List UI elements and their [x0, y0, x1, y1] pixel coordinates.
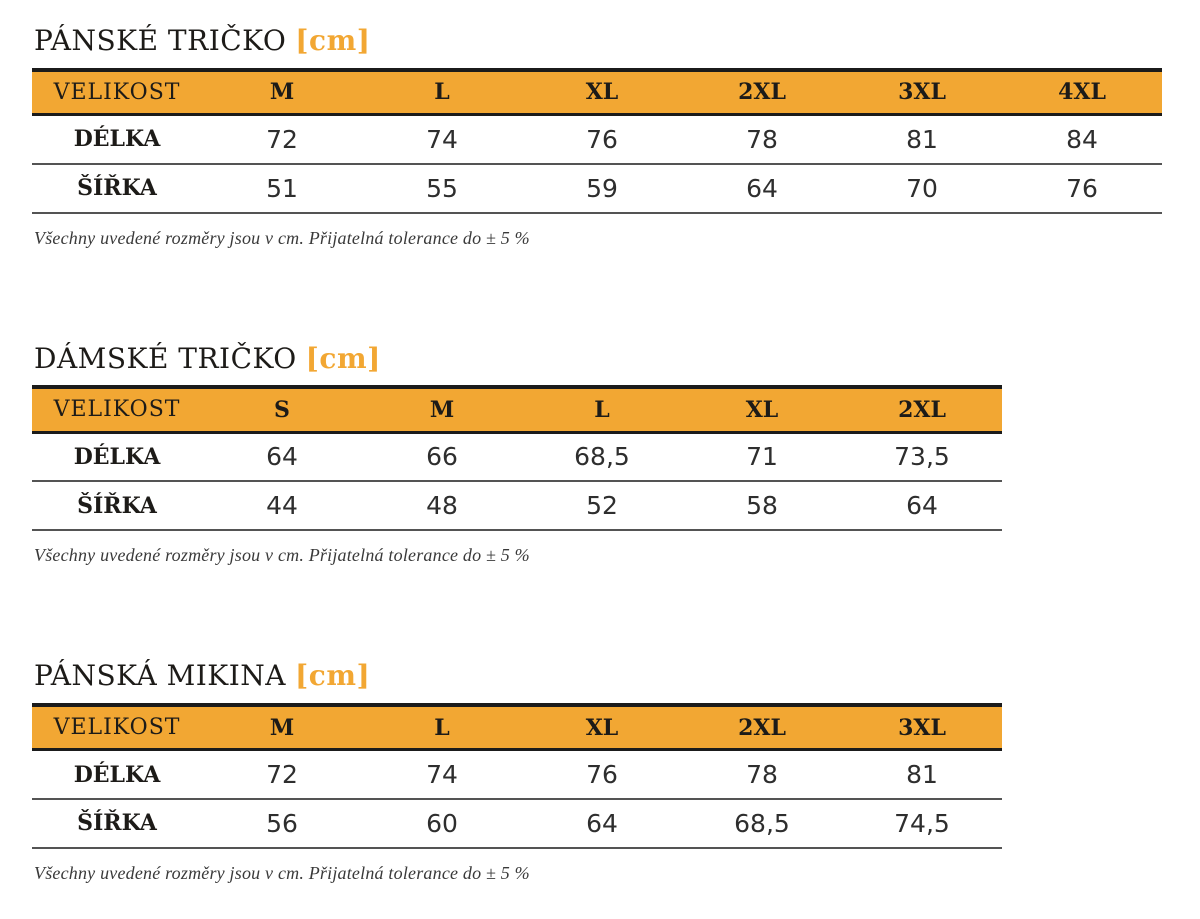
size-column-header: 4XL	[1058, 79, 1106, 106]
size-table: VELIKOST S M L XL 2XL DÉLKA 64 66 68,5 71 73,5 ŠÍŘ…	[32, 385, 1002, 531]
size-column-header: XL	[585, 79, 619, 106]
velikost-header: VELIKOST	[53, 397, 181, 423]
size-value: 55	[426, 173, 458, 203]
size-column-header: S	[274, 396, 290, 423]
size-column-header: 2XL	[898, 396, 946, 423]
size-value: 76	[586, 760, 618, 790]
size-column-header: L	[434, 714, 450, 741]
tolerance-note: Všechny uvedené rozměry jsou v cm. Přija…	[34, 545, 530, 566]
size-value: 68,5	[574, 442, 630, 472]
table-row: ŠÍŘKA 56 60 64 68,5 74,5	[32, 799, 1002, 848]
size-column-header: L	[434, 79, 450, 106]
size-table-section: PÁNSKÁ MIKINA [cm] VELIKOST M L XL 2XL 3XL DÉ…	[32, 659, 1168, 884]
header-row: VELIKOST S M L XL 2XL	[32, 387, 1002, 433]
table-row: DÉLKA 72 74 76 78 81 84	[32, 115, 1162, 164]
tolerance-note: Všechny uvedené rozměry jsou v cm. Přija…	[34, 227, 530, 248]
size-value: 78	[746, 760, 778, 790]
size-value: 78	[746, 124, 778, 154]
section-title: PÁNSKÁ MIKINA [cm]	[34, 659, 1168, 693]
row-label: DÉLKA	[73, 443, 161, 470]
size-column-header: XL	[585, 714, 619, 741]
size-value: 71	[746, 442, 778, 472]
size-value: 76	[1066, 173, 1098, 203]
size-table: VELIKOST M L XL 2XL 3XL DÉLKA 72 74 76 78 81 ŠÍŘKA…	[32, 702, 1002, 849]
row-label: DÉLKA	[73, 126, 161, 153]
size-value: 74,5	[894, 808, 950, 838]
size-column-header: M	[269, 79, 295, 106]
section-title-text: DÁMSKÉ TRIČKO	[34, 341, 297, 375]
velikost-header: VELIKOST	[53, 715, 181, 741]
unit-label: [cm]	[305, 341, 381, 375]
row-label: ŠÍŘKA	[77, 492, 157, 519]
unit-label: [cm]	[295, 24, 371, 57]
size-value: 73,5	[894, 442, 950, 472]
size-table: VELIKOST M L XL 2XL 3XL 4XL DÉLKA 72 74 76 78 81 84…	[32, 67, 1162, 214]
size-table-section: PÁNSKÉ TRIČKO [cm] VELIKOST M L XL 2XL 3XL 4XL…	[32, 24, 1168, 249]
table-body: DÉLKA 72 74 76 78 81 84 ŠÍŘKA 51 55 59 64 70 76	[32, 115, 1162, 213]
size-value: 64	[746, 173, 778, 203]
size-value: 58	[746, 491, 778, 521]
size-value: 44	[266, 491, 298, 521]
size-value: 48	[426, 491, 458, 521]
size-value: 72	[266, 124, 298, 154]
size-value: 66	[426, 442, 458, 472]
size-column-header: L	[594, 396, 610, 423]
size-column-header: XL	[745, 396, 779, 423]
table-row: ŠÍŘKA 51 55 59 64 70 76	[32, 164, 1162, 213]
size-value: 64	[266, 442, 298, 472]
size-column-header: M	[429, 396, 455, 423]
row-label: ŠÍŘKA	[77, 175, 157, 202]
table-body: DÉLKA 72 74 76 78 81 ŠÍŘKA 56 60 64 68,5 74,5	[32, 750, 1002, 848]
size-column-header: 3XL	[898, 714, 946, 741]
table-body: DÉLKA 64 66 68,5 71 73,5 ŠÍŘKA 44 48 52 58 64	[32, 432, 1002, 531]
size-value: 60	[426, 808, 458, 838]
size-value: 64	[586, 808, 618, 838]
size-value: 51	[266, 173, 298, 203]
section-title-text: PÁNSKÉ TRIČKO	[34, 24, 287, 57]
header-row: VELIKOST M L XL 2XL 3XL	[32, 704, 1002, 750]
size-value: 84	[1066, 124, 1098, 154]
size-column-header: 3XL	[898, 79, 946, 106]
size-value: 68,5	[734, 808, 790, 838]
size-value: 59	[586, 173, 618, 203]
size-value: 81	[906, 760, 938, 790]
header-row: VELIKOST M L XL 2XL 3XL 4XL	[32, 69, 1162, 115]
section-title: DÁMSKÉ TRIČKO [cm]	[34, 342, 1168, 376]
size-value: 52	[586, 491, 618, 521]
size-column-header: 2XL	[738, 714, 786, 741]
size-value: 72	[266, 760, 298, 790]
size-column-header: M	[269, 714, 295, 741]
velikost-header: VELIKOST	[53, 79, 181, 105]
size-value: 81	[906, 124, 938, 154]
table-row: DÉLKA 64 66 68,5 71 73,5	[32, 432, 1002, 482]
size-table-section: DÁMSKÉ TRIČKO [cm] VELIKOST S M L XL 2XL DÉLK…	[32, 342, 1168, 567]
section-title: PÁNSKÉ TRIČKO [cm]	[34, 24, 1168, 58]
tolerance-note: Všechny uvedené rozměry jsou v cm. Přija…	[34, 862, 530, 883]
row-label: DÉLKA	[73, 761, 161, 788]
table-row: ŠÍŘKA 44 48 52 58 64	[32, 481, 1002, 531]
size-value: 64	[906, 491, 938, 521]
size-column-header: 2XL	[738, 79, 786, 106]
row-label: ŠÍŘKA	[77, 810, 157, 837]
unit-label: [cm]	[295, 659, 371, 693]
size-value: 74	[426, 124, 458, 154]
section-title-text: PÁNSKÁ MIKINA	[34, 659, 287, 693]
table-row: DÉLKA 72 74 76 78 81	[32, 750, 1002, 799]
size-value: 70	[906, 173, 938, 203]
size-value: 76	[586, 124, 618, 154]
size-value: 74	[426, 760, 458, 790]
size-value: 56	[266, 808, 298, 838]
